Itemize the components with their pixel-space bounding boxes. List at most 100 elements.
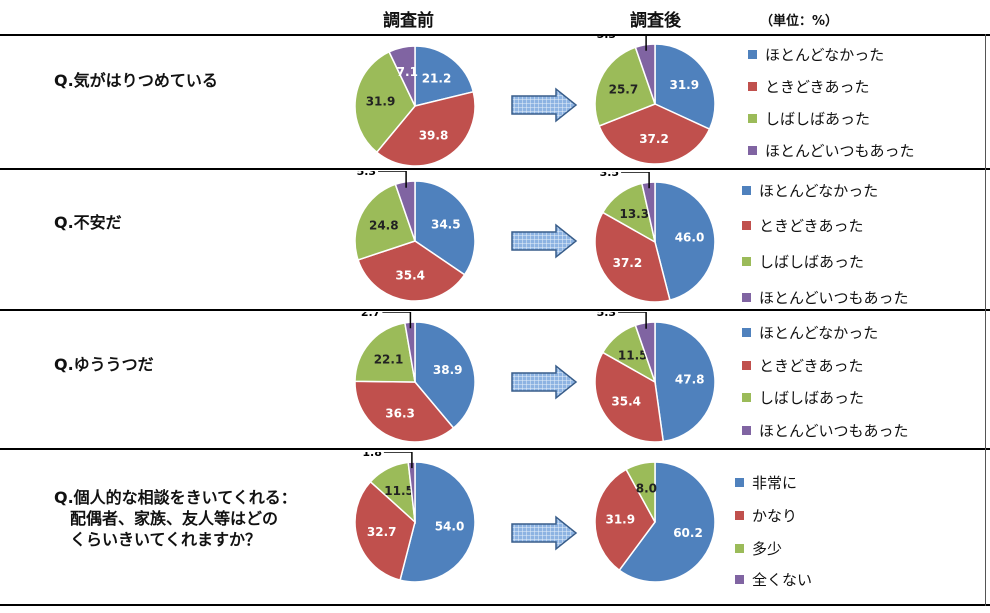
legend-swatch <box>742 426 751 435</box>
question-label: Q.不安だ <box>54 213 122 232</box>
pie-slice-2 <box>354 380 455 443</box>
leader-line <box>618 34 647 51</box>
pie-slice-1 <box>414 321 476 430</box>
pie-slice-1 <box>654 181 716 302</box>
legend-swatch <box>748 82 757 91</box>
legend-swatch <box>742 186 751 195</box>
legend-label: ほとんどなかった <box>759 324 879 342</box>
data-label: 37.2 <box>639 132 669 146</box>
legend-item: 非常に <box>735 472 797 493</box>
pie-slice-1 <box>654 321 716 443</box>
pie-slice-4 <box>394 180 416 242</box>
pie-chart-after-1: 31.9 37.2 25.7 5.3 <box>594 34 716 165</box>
leader-line <box>621 172 650 189</box>
divider-2 <box>0 309 990 311</box>
legend-label: ほとんどいつもあった <box>759 422 909 440</box>
pie-chart-after-4: 60.2 31.9 8.0 <box>594 461 716 583</box>
legend-label: ときどきあった <box>765 78 870 96</box>
legend-item: ときどきあった <box>748 76 870 97</box>
right-arrow-icon <box>511 87 578 123</box>
legend-label: ほとんどなかった <box>765 46 885 64</box>
pie-slice-2 <box>354 480 416 582</box>
pie-slice-3 <box>625 461 656 523</box>
data-label: 11.5 <box>384 484 414 498</box>
question-label: Q.個人的な相談をきいてくれる： 配偶者、家族、友人等はどの くらいきいてくれま… <box>54 488 297 549</box>
legend-item: しばしばあった <box>742 251 864 272</box>
pie-slice-2 <box>594 211 671 303</box>
data-label: 38.9 <box>433 363 463 377</box>
data-label: 24.8 <box>369 219 399 233</box>
data-label: 5.3 <box>597 312 617 319</box>
right-arrow-icon <box>511 223 578 259</box>
legend-item: ほとんどいつもあった <box>748 140 915 161</box>
header-before: 調査前 <box>383 11 434 31</box>
right-arrow-icon <box>511 515 578 551</box>
pie-slice-2 <box>375 90 476 167</box>
legend-swatch <box>735 544 744 553</box>
data-label: 54.0 <box>435 519 465 533</box>
pie-slice-1 <box>399 461 476 583</box>
data-label: 22.1 <box>374 352 404 366</box>
pie-slice-4 <box>634 43 656 105</box>
data-label: 21.2 <box>422 72 452 86</box>
data-label: 35.4 <box>395 269 425 283</box>
legend-label: しばしばあった <box>759 389 865 407</box>
question-label: Q.気がはりつめている <box>54 71 218 90</box>
data-label: 5.3 <box>597 34 617 41</box>
legend-label: 全くない <box>752 571 813 589</box>
data-label: 2.7 <box>361 312 381 319</box>
legend-swatch <box>748 114 757 123</box>
data-label: 37.2 <box>613 256 643 270</box>
legend-item: ほとんどいつもあった <box>742 287 909 308</box>
pie-slice-2 <box>594 468 656 572</box>
legend-label: ほとんどいつもあった <box>765 142 915 160</box>
legend-label: 非常に <box>752 474 798 492</box>
header-after: 調査後 <box>630 11 681 31</box>
leader-line <box>382 312 412 329</box>
pie-slice-2 <box>594 351 665 443</box>
pie-chart-after-2: 46.0 37.2 13.3 3.5 <box>594 172 716 303</box>
leader-line <box>618 312 647 329</box>
right-arrow-icon <box>511 364 578 400</box>
data-label: 11.5 <box>618 348 648 362</box>
pie-slice-3 <box>354 321 416 383</box>
pie-chart-before-4: 54.0 32.7 11.5 1.8 <box>354 452 476 583</box>
legend-label: 多少 <box>752 540 783 558</box>
data-label: 47.8 <box>675 373 705 387</box>
legend-item: かなり <box>735 505 797 526</box>
pie-slice-3 <box>594 46 656 127</box>
legend-swatch <box>735 478 744 487</box>
pie-chart-after-3: 47.8 35.4 11.5 5.3 <box>594 312 716 443</box>
pie-chart-before-3: 38.9 36.3 22.1 2.7 <box>354 312 476 443</box>
data-label: 36.3 <box>385 406 415 420</box>
data-label: 5.3 <box>357 171 377 178</box>
pie-chart-before-2: 34.5 35.4 24.8 5.3 <box>354 171 476 302</box>
legend-swatch <box>742 257 751 266</box>
legend-item: ほとんどなかった <box>748 44 884 65</box>
legend-item: ほとんどいつもあった <box>742 420 909 441</box>
pie-slice-2 <box>357 240 466 302</box>
legend-label: かなり <box>752 507 798 525</box>
legend-item: ときどきあった <box>742 355 864 376</box>
legend-label: しばしばあった <box>759 253 865 271</box>
legend-item: ほとんどなかった <box>742 322 878 343</box>
data-label: 13.3 <box>619 207 649 221</box>
legend-label: ほとんどなかった <box>759 182 879 200</box>
legend-label: ときどきあった <box>759 357 864 375</box>
pie-slice-2 <box>598 103 711 165</box>
pie-slice-4 <box>388 45 416 107</box>
legend-swatch <box>735 575 744 584</box>
data-label: 8.0 <box>636 481 657 495</box>
legend-item: しばしばあった <box>748 108 870 129</box>
legend-swatch <box>742 221 751 230</box>
pie-slice-1 <box>414 180 476 276</box>
data-label: 32.7 <box>367 525 397 539</box>
data-label: 60.2 <box>673 526 703 540</box>
question-label: Q.ゆううつだ <box>54 355 154 374</box>
pie-slice-3 <box>354 183 416 261</box>
data-label: 46.0 <box>675 231 705 245</box>
legend-item: ほとんどなかった <box>742 180 878 201</box>
data-label: 35.4 <box>611 395 641 409</box>
data-label: 31.9 <box>605 513 635 527</box>
pie-slice-1 <box>414 45 475 107</box>
